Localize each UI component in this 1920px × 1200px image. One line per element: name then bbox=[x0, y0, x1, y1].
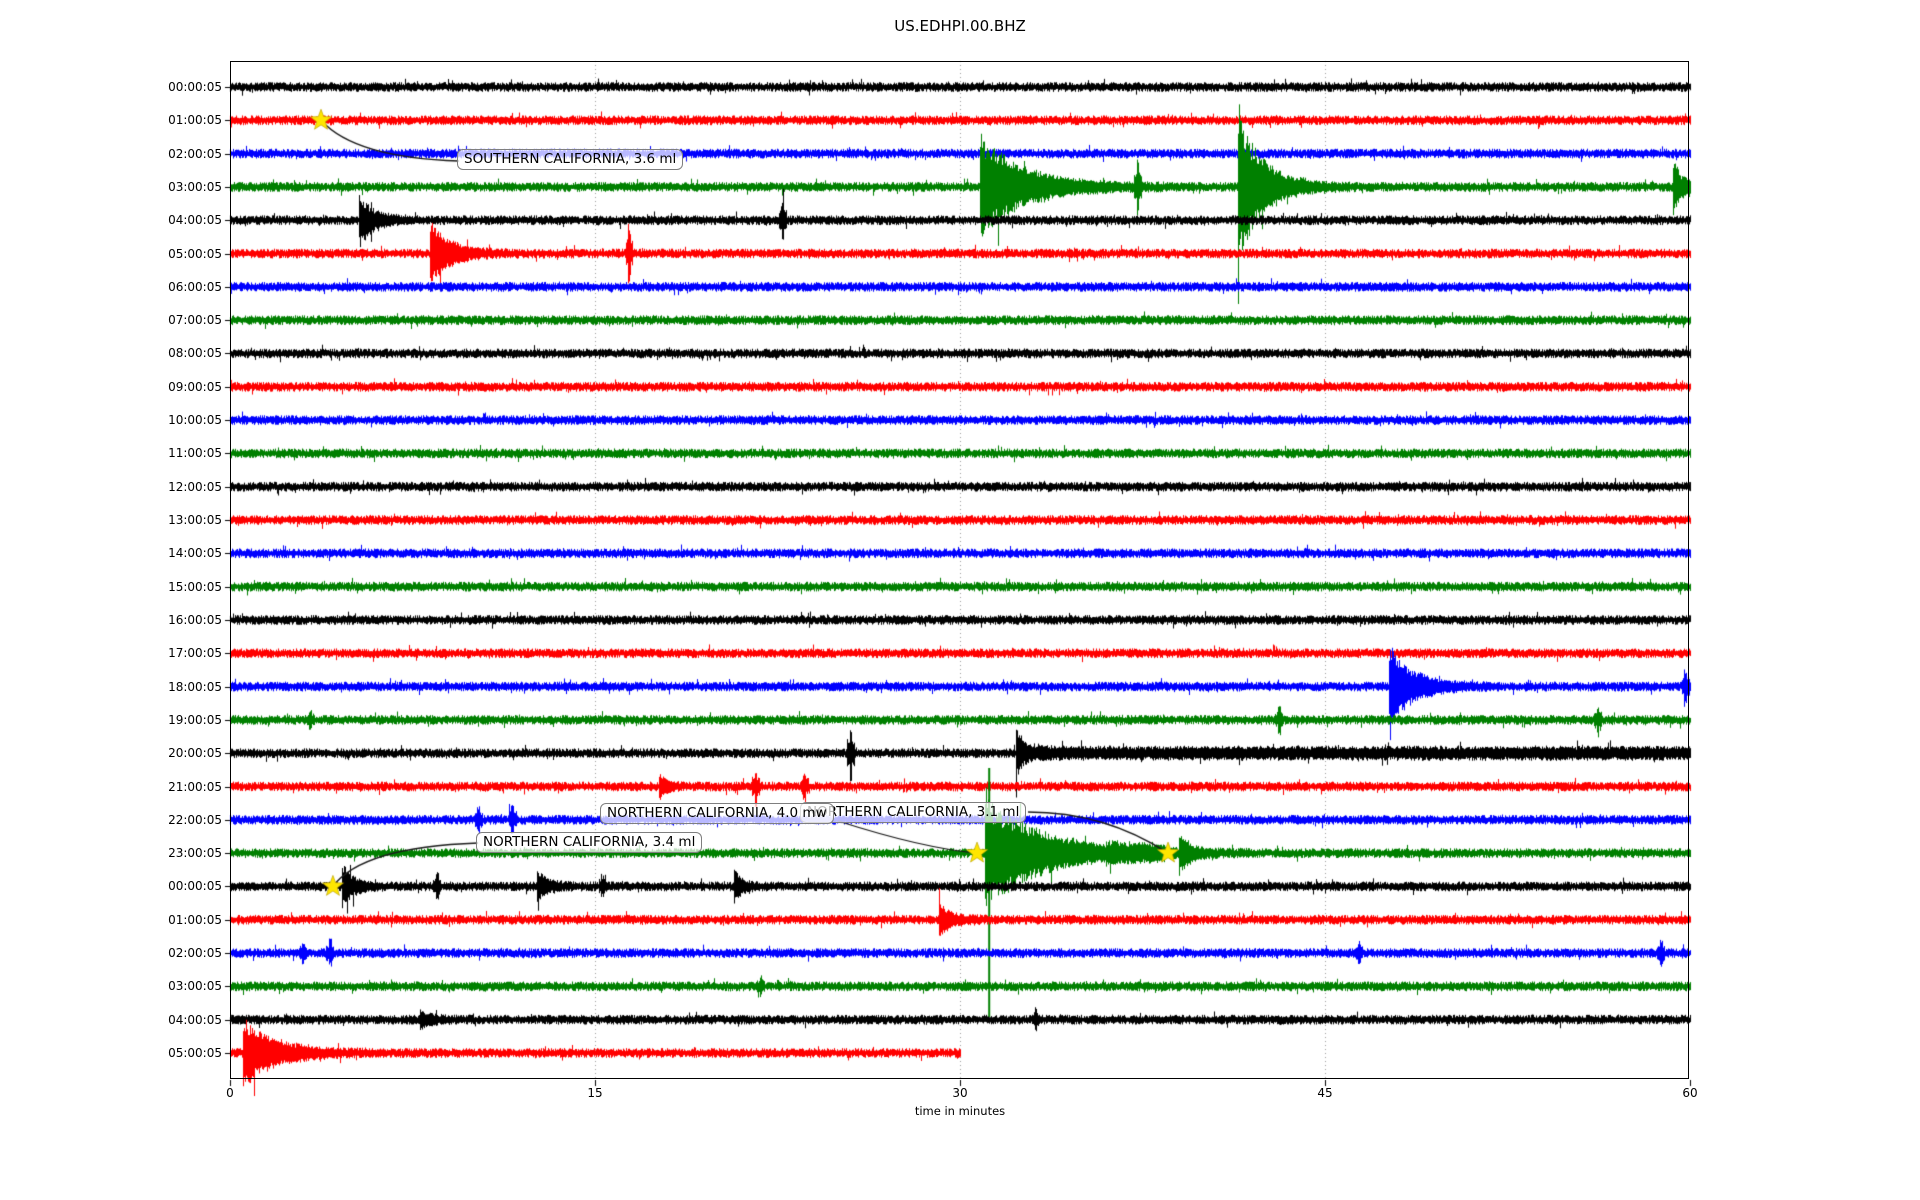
y-tick-label: 12:00:05 bbox=[168, 479, 222, 494]
y-tick-label: 04:00:05 bbox=[168, 213, 222, 228]
x-tick-label: 60 bbox=[1682, 1086, 1698, 1100]
y-tick-label: 09:00:05 bbox=[168, 379, 222, 394]
y-tick-label: 07:00:05 bbox=[168, 313, 222, 328]
y-tick-label: 23:00:05 bbox=[168, 846, 222, 861]
y-tick-label: 19:00:05 bbox=[168, 712, 222, 727]
y-tick-label: 01:00:05 bbox=[168, 912, 222, 927]
x-tick-label: 15 bbox=[587, 1086, 603, 1100]
x-tick-label: 30 bbox=[952, 1086, 968, 1100]
event-label: NORTHERN CALIFORNIA, 4.0 mw bbox=[600, 803, 834, 824]
y-tick-label: 22:00:05 bbox=[168, 812, 222, 827]
plot-title: US.EDHPI.00.BHZ bbox=[894, 17, 1026, 35]
y-tick-label: 17:00:05 bbox=[168, 646, 222, 661]
y-tick-label: 13:00:05 bbox=[168, 513, 222, 528]
y-tick-label: 04:00:05 bbox=[168, 1012, 222, 1027]
y-tick-label: 15:00:05 bbox=[168, 579, 222, 594]
event-label: SOUTHERN CALIFORNIA, 3.6 ml bbox=[457, 149, 684, 170]
y-tick-label: 00:00:05 bbox=[168, 80, 222, 94]
x-tick-label: 45 bbox=[1317, 1086, 1333, 1100]
y-tick-label: 05:00:05 bbox=[168, 1045, 222, 1060]
y-tick-label: 21:00:05 bbox=[168, 779, 222, 794]
y-tick-label: 20:00:05 bbox=[168, 746, 222, 761]
y-tick-label: 01:00:05 bbox=[168, 113, 222, 128]
y-tick-label: 03:00:05 bbox=[168, 179, 222, 194]
y-tick-label: 05:00:05 bbox=[168, 246, 222, 261]
y-tick-label: 06:00:05 bbox=[168, 279, 222, 294]
event-label: NORTHERN CALIFORNIA, 3.4 ml bbox=[476, 832, 703, 853]
event-label: NORTHERN CALIFORNIA, 3.1 ml bbox=[800, 802, 1027, 823]
y-tick-label: 02:00:05 bbox=[168, 146, 222, 161]
y-tick-label: 11:00:05 bbox=[168, 446, 222, 461]
x-tick-label: 0 bbox=[226, 1086, 234, 1100]
y-tick-label: 14:00:05 bbox=[168, 546, 222, 561]
y-tick-label: 03:00:05 bbox=[168, 979, 222, 994]
y-tick-label: 10:00:05 bbox=[168, 413, 222, 428]
x-axis-label: time in minutes bbox=[914, 1104, 1006, 1118]
y-tick-label: 18:00:05 bbox=[168, 679, 222, 694]
y-tick-label: 02:00:05 bbox=[168, 946, 222, 961]
y-tick-label: 00:00:05 bbox=[168, 879, 222, 894]
y-tick-label: 16:00:05 bbox=[168, 612, 222, 627]
y-tick-label: 08:00:05 bbox=[168, 346, 222, 361]
